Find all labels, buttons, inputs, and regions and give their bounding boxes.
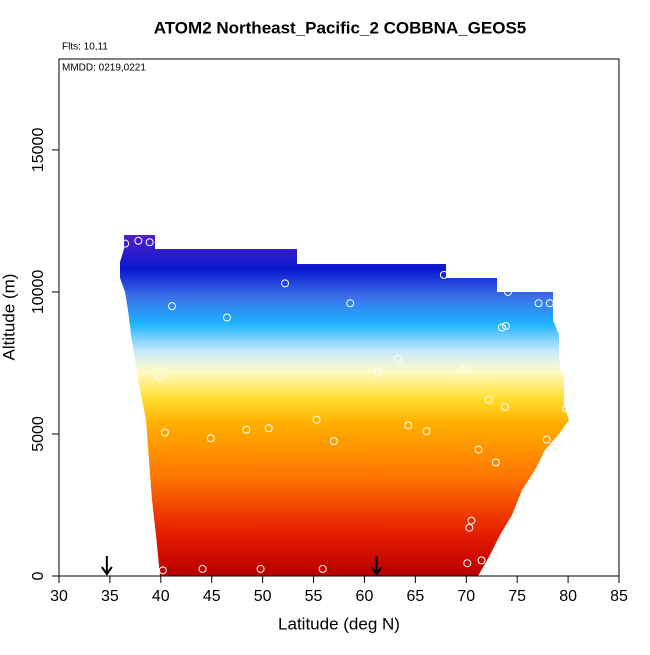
sample-point xyxy=(168,302,177,311)
y-tick-label: 5000 xyxy=(30,416,47,452)
sample-point xyxy=(256,564,265,573)
x-tick-label: 40 xyxy=(152,588,170,605)
x-tick-label: 55 xyxy=(305,588,323,605)
sample-point xyxy=(491,458,500,467)
sample-point xyxy=(281,279,290,288)
x-tick-label: 30 xyxy=(50,588,68,605)
x-tick-label: 35 xyxy=(101,588,119,605)
sample-point xyxy=(545,299,554,308)
x-tick-label: 45 xyxy=(203,588,221,605)
x-tick-label: 70 xyxy=(457,588,475,605)
sample-point xyxy=(264,424,273,433)
sample-point xyxy=(501,322,510,331)
x-tick-label: 75 xyxy=(508,588,526,605)
sample-point xyxy=(534,299,543,308)
sample-point xyxy=(422,427,431,436)
x-tick-label: 85 xyxy=(610,588,628,605)
sample-point xyxy=(158,566,167,575)
chart-title: ATOM2 Northeast_Pacific_2 COBBNA_GEOS5 xyxy=(154,18,527,37)
sample-point xyxy=(497,323,506,332)
sample-point xyxy=(404,421,413,430)
x-tick-label: 50 xyxy=(254,588,272,605)
sample-point xyxy=(504,287,513,296)
sample-point xyxy=(223,313,231,322)
curtain xyxy=(120,235,569,576)
sample-point xyxy=(346,299,355,308)
sample-point xyxy=(134,236,143,245)
arrow-marker xyxy=(370,556,383,576)
y-tick-label: 10000 xyxy=(30,270,47,315)
plot-area: 30 35 40 45 50 55 60 65 70 75 80 85 0 5000 10000 15000 xyxy=(30,58,628,605)
sample-point xyxy=(562,404,571,413)
sample-point xyxy=(439,270,448,279)
x-axis-label: Latitude (deg N) xyxy=(278,614,400,633)
sample-point xyxy=(155,373,164,382)
sample-point xyxy=(206,434,215,443)
sample-point xyxy=(121,239,130,248)
sample-point xyxy=(461,364,470,373)
y-tick-label: 0 xyxy=(30,571,47,580)
sample-point xyxy=(484,395,493,404)
sample-point xyxy=(312,415,321,424)
sample-point xyxy=(329,437,338,446)
sample-point xyxy=(373,367,382,376)
sample-point xyxy=(500,402,509,411)
sample-point xyxy=(477,556,486,565)
x-tick-label: 65 xyxy=(406,588,424,605)
sample-point xyxy=(474,445,483,454)
annotation: Flts: 10,11 xyxy=(62,42,108,53)
sample-point xyxy=(160,428,169,437)
sample-point xyxy=(145,238,154,247)
y-axis-label: Altitude (m) xyxy=(0,274,18,361)
sample-point xyxy=(318,564,327,573)
sample-point xyxy=(394,354,403,363)
sample-point xyxy=(465,523,474,532)
x-tick-label: 60 xyxy=(356,588,374,605)
arrow-marker xyxy=(101,556,113,576)
sample-point xyxy=(198,564,207,573)
sample-point xyxy=(463,559,472,568)
annotation: MMDD: 0219,0221 xyxy=(62,63,146,74)
sample-point xyxy=(108,262,117,271)
sample-point xyxy=(242,425,251,434)
sample-point xyxy=(467,516,476,525)
x-tick-label: 80 xyxy=(559,588,577,605)
y-tick-label: 15000 xyxy=(30,128,47,173)
sample-point xyxy=(542,435,551,444)
